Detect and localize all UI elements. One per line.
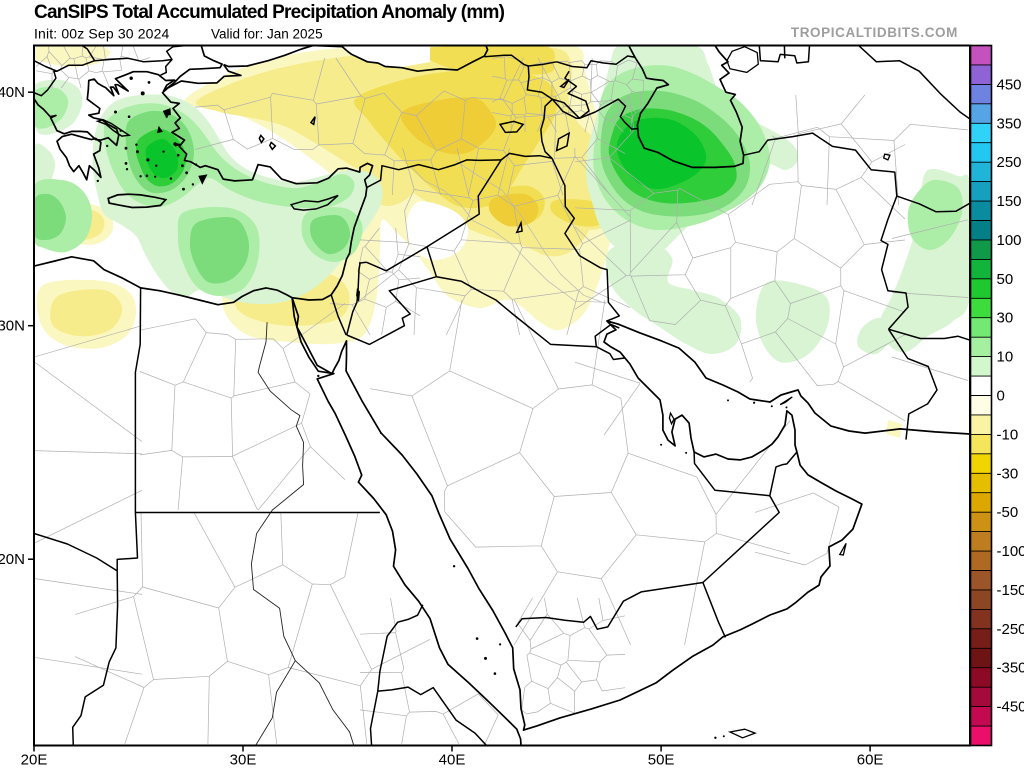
svg-text:30: 30 <box>997 310 1014 327</box>
svg-text:-50: -50 <box>997 504 1019 521</box>
svg-text:50E: 50E <box>648 752 675 767</box>
svg-text:40E: 40E <box>439 752 466 767</box>
svg-text:-100: -100 <box>997 543 1024 560</box>
svg-text:-250: -250 <box>997 621 1024 638</box>
svg-text:40N: 40N <box>0 84 25 101</box>
svg-text:450: 450 <box>997 76 1022 93</box>
svg-text:60E: 60E <box>857 752 884 767</box>
svg-text:10: 10 <box>997 349 1014 366</box>
svg-text:-450: -450 <box>997 699 1024 716</box>
svg-text:Init: 00z Sep 30 2024: Init: 00z Sep 30 2024 <box>34 26 170 42</box>
svg-text:20E: 20E <box>21 752 48 767</box>
svg-text:20N: 20N <box>0 551 25 568</box>
svg-text:TROPICALTIDBITS.COM: TROPICALTIDBITS.COM <box>791 25 958 40</box>
svg-text:350: 350 <box>997 115 1022 132</box>
svg-text:CanSIPS Total Accumulated Prec: CanSIPS Total Accumulated Precipitation … <box>34 2 505 23</box>
svg-text:30E: 30E <box>230 752 257 767</box>
svg-text:250: 250 <box>997 154 1022 171</box>
svg-text:-10: -10 <box>997 426 1019 443</box>
svg-text:Valid for: Jan 2025: Valid for: Jan 2025 <box>211 27 323 42</box>
svg-text:30N: 30N <box>0 318 25 335</box>
svg-text:-30: -30 <box>997 465 1019 482</box>
svg-text:100: 100 <box>997 232 1022 249</box>
svg-text:-150: -150 <box>997 582 1024 599</box>
svg-text:0: 0 <box>997 388 1005 405</box>
svg-text:-350: -350 <box>997 660 1024 677</box>
svg-text:50: 50 <box>997 271 1014 288</box>
svg-text:150: 150 <box>997 193 1022 210</box>
